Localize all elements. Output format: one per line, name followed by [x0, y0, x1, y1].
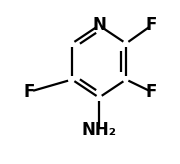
Text: N: N: [92, 16, 106, 34]
Text: F: F: [146, 16, 157, 34]
Text: NH₂: NH₂: [82, 121, 116, 139]
Text: F: F: [24, 83, 35, 101]
Text: F: F: [146, 83, 157, 101]
